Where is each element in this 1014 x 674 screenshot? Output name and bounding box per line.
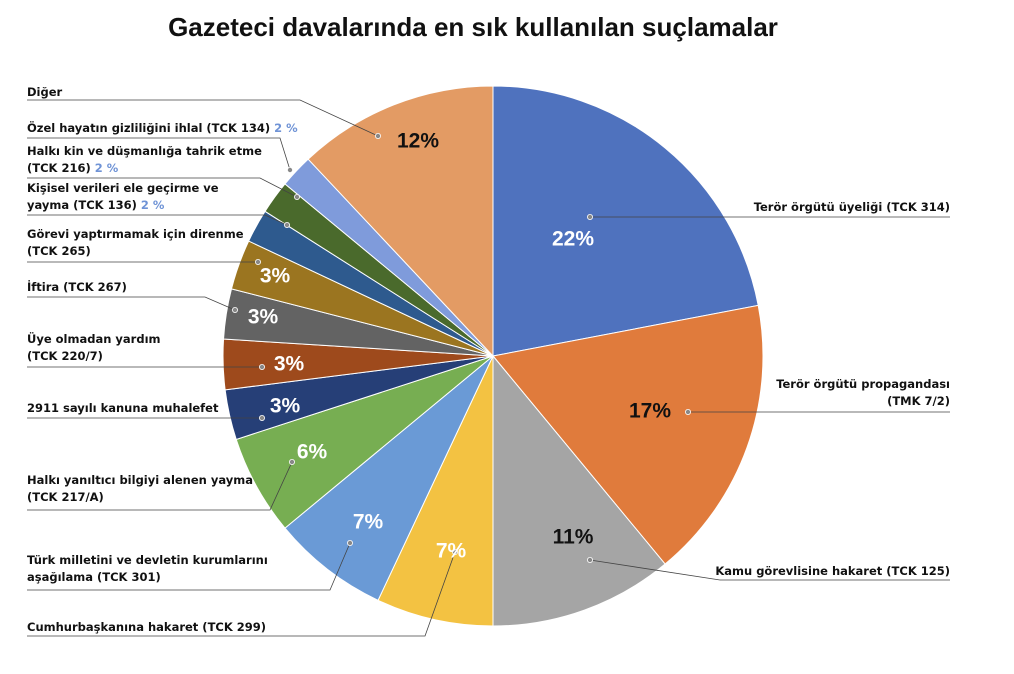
slice-label: Özel hayatın gizliliğini ihlal (TCK 134)…: [27, 121, 298, 135]
slice-label: Halkı kin ve düşmanlığa tahrik etme (TCK…: [27, 144, 262, 175]
leader-dot: [374, 132, 381, 139]
percent-label: 17%: [629, 400, 671, 423]
leader-line: [27, 542, 351, 591]
chart-title: Gazeteci davalarında en sık kullanılan s…: [168, 12, 778, 42]
percent-label: 7%: [436, 540, 467, 563]
slice-label: Görevi yaptırmamak için direnme (TCK 265…: [27, 227, 244, 258]
percent-label: 2 %: [94, 161, 119, 175]
percent-label: 11%: [553, 526, 594, 549]
leader-line: [27, 99, 379, 137]
leader-dot: [451, 549, 458, 556]
leader-line: [27, 551, 456, 637]
percent-label: 3%: [270, 395, 301, 418]
percent-label: 12%: [397, 130, 439, 153]
leader-line: [27, 461, 293, 511]
slice-label: Üye olmadan yardım (TCK 220/7): [27, 332, 161, 363]
slice-label: İftira (TCK 267): [27, 280, 127, 294]
leader-dot: [258, 414, 265, 421]
leader-line: [27, 214, 288, 226]
leader-dot: [231, 306, 238, 313]
slice-label: Diğer: [27, 85, 63, 99]
leader-dot: [288, 458, 295, 465]
leader-line: [589, 559, 950, 581]
leader-dot: [258, 363, 265, 370]
percent-label: 22%: [552, 228, 594, 251]
leader-dot: [283, 221, 290, 228]
leader-dot: [685, 408, 692, 415]
leader-dot: [587, 213, 594, 220]
leader-dot: [587, 557, 594, 564]
leader-dot: [286, 166, 293, 173]
leader-line: [27, 137, 291, 171]
percent-label: 3%: [260, 265, 291, 288]
percent-label: 3%: [274, 353, 305, 376]
percent-label: 3%: [248, 306, 279, 329]
pie-slice: [284, 355, 494, 601]
pie-slice: [492, 304, 764, 565]
leader-dot: [346, 540, 353, 547]
slice-label: Kişisel verileri ele geçirme ve yayma (T…: [27, 181, 219, 212]
pie-slice: [377, 355, 494, 627]
slice-label: Türk milletini ve devletin kurumlarını a…: [27, 553, 268, 584]
percent-label: 7%: [353, 511, 384, 534]
slice-label: Terör örgütü üyeliği (TCK 314): [753, 200, 950, 214]
pie-slice: [492, 85, 759, 357]
pie-slice: [492, 354, 666, 627]
percent-label: 2 %: [140, 198, 165, 212]
leader-dot: [293, 193, 300, 200]
slice-label: Cumhurbaşkanına hakaret (TCK 299): [27, 620, 267, 634]
slice-label: Terör örgütü propagandası (TMK 7/2): [776, 377, 950, 408]
leader-dot: [254, 258, 261, 265]
pie-slice: [307, 85, 494, 358]
leader-line: [27, 296, 236, 311]
slice-label: Kamu görevlisine hakaret (TCK 125): [715, 564, 950, 578]
leader-line: [27, 177, 298, 198]
slice-label: 2911 sayılı kanuna muhalefet: [27, 401, 219, 415]
percent-label: 6%: [297, 441, 328, 464]
percent-label: 2 %: [274, 121, 298, 135]
slice-label: Halkı yanıltıcı bilgiyi alenen yayma (TC…: [27, 473, 254, 504]
